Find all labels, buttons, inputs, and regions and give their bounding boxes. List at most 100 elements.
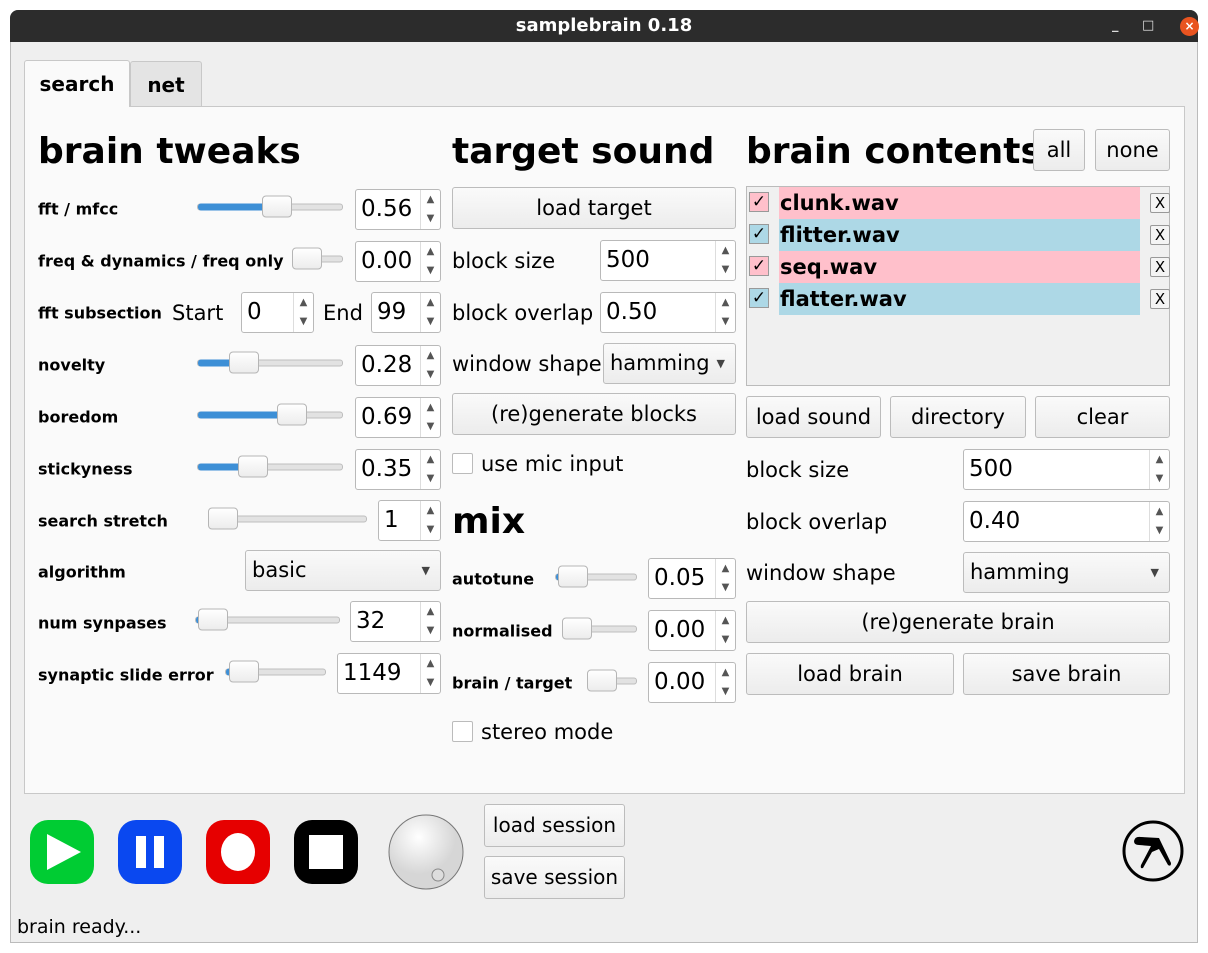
spin-arrows-icon[interactable]: ▲ ▼ — [420, 346, 440, 385]
remove-sample-button[interactable]: X — [1150, 193, 1170, 213]
spin-arrows-icon[interactable]: ▲ ▼ — [420, 654, 440, 693]
boredom-slider[interactable] — [197, 403, 343, 426]
slider-handle[interactable] — [587, 669, 617, 692]
sample-checkbox[interactable]: ✓ — [749, 192, 769, 212]
regenerate-blocks-button[interactable]: (re)generate blocks — [452, 393, 736, 435]
record-button[interactable] — [206, 820, 270, 884]
load-brain-button[interactable]: load brain — [746, 653, 954, 695]
stickyness-slider[interactable] — [197, 455, 343, 478]
brain-target-slider[interactable] — [587, 669, 637, 692]
slider-handle[interactable] — [261, 195, 292, 218]
slider-handle[interactable] — [208, 507, 238, 530]
select-none-button[interactable]: none — [1095, 129, 1170, 171]
slider-handle[interactable] — [292, 247, 322, 270]
list-item[interactable]: ✓ clunk.wav X — [747, 187, 1171, 219]
boredom-spinbox[interactable]: 0.69 ▲ ▼ — [355, 397, 441, 438]
spin-arrows-icon[interactable]: ▲ ▼ — [420, 398, 440, 437]
list-item[interactable]: ✓ seq.wav X — [747, 251, 1171, 283]
remove-sample-button[interactable]: X — [1150, 289, 1170, 309]
save-session-button[interactable]: save session — [484, 856, 625, 899]
fft-mfcc-slider[interactable] — [197, 195, 343, 218]
maximize-button[interactable]: □ — [1142, 18, 1155, 33]
brain-block-overlap-spinbox[interactable]: 0.40 ▲ ▼ — [963, 501, 1170, 542]
brain-window-shape-dropdown[interactable]: hamming ▼ — [963, 552, 1170, 593]
status-bar-text: brain ready... — [17, 916, 142, 938]
target-window-shape-dropdown[interactable]: hamming ▼ — [603, 343, 736, 384]
remove-sample-button[interactable]: X — [1150, 257, 1170, 277]
fft-start-spinbox[interactable]: 0 ▲ ▼ — [241, 292, 314, 333]
load-session-button[interactable]: load session — [484, 804, 625, 847]
load-sound-button[interactable]: load sound — [746, 396, 881, 438]
slider-handle[interactable] — [237, 455, 268, 478]
spin-arrows-icon[interactable]: ▲ ▼ — [420, 501, 440, 540]
search-stretch-slider[interactable] — [208, 507, 367, 530]
pause-button[interactable] — [118, 820, 182, 884]
num-synapses-spinbox[interactable]: 32 ▲ ▼ — [350, 601, 441, 642]
spin-arrows-icon[interactable]: ▲ ▼ — [420, 602, 440, 641]
brain-target-spinbox[interactable]: 0.00 ▲ ▼ — [648, 662, 736, 703]
spin-arrows-icon[interactable]: ▲ ▼ — [715, 559, 735, 598]
clear-button[interactable]: clear — [1035, 396, 1170, 438]
novelty-slider[interactable] — [197, 351, 343, 374]
slider-handle[interactable] — [277, 403, 308, 426]
freq-dynamics-spinbox[interactable]: 0.00 ▲ ▼ — [355, 241, 441, 282]
use-mic-checkbox[interactable] — [452, 453, 473, 474]
sample-checkbox[interactable]: ✓ — [749, 288, 769, 308]
num-synapses-slider[interactable] — [195, 608, 340, 631]
play-button[interactable] — [30, 820, 94, 884]
search-stretch-spinbox[interactable]: 1 ▲ ▼ — [378, 500, 441, 541]
spin-arrows-icon[interactable]: ▲ ▼ — [1149, 450, 1169, 489]
spin-value: 0.05 — [654, 565, 706, 591]
autotune-slider[interactable] — [555, 565, 637, 588]
slider-handle[interactable] — [198, 608, 229, 631]
list-item[interactable]: ✓ flatter.wav X — [747, 283, 1171, 315]
spin-arrows-icon[interactable]: ▲ ▼ — [715, 293, 735, 332]
autotune-spinbox[interactable]: 0.05 ▲ ▼ — [648, 558, 736, 599]
spin-arrows-icon[interactable]: ▲ ▼ — [715, 663, 735, 702]
select-all-button[interactable]: all — [1033, 129, 1085, 171]
load-target-button[interactable]: load target — [452, 187, 736, 229]
spin-arrows-icon[interactable]: ▲ ▼ — [715, 241, 735, 280]
directory-button[interactable]: directory — [890, 396, 1026, 438]
spin-arrows-icon[interactable]: ▲ ▼ — [420, 293, 440, 332]
sample-checkbox[interactable]: ✓ — [749, 256, 769, 276]
algorithm-dropdown[interactable]: basic ▼ — [245, 550, 441, 591]
novelty-spinbox[interactable]: 0.28 ▲ ▼ — [355, 345, 441, 386]
sample-checkbox[interactable]: ✓ — [749, 224, 769, 244]
normalised-spinbox[interactable]: 0.00 ▲ ▼ — [648, 610, 736, 651]
target-block-size-spinbox[interactable]: 500 ▲ ▼ — [600, 240, 736, 281]
fft-end-spinbox[interactable]: 99 ▲ ▼ — [371, 292, 441, 333]
save-brain-button[interactable]: save brain — [963, 653, 1170, 695]
fft-mfcc-spinbox[interactable]: 0.56 ▲ ▼ — [355, 189, 441, 230]
slider-handle[interactable] — [557, 565, 588, 588]
close-button[interactable]: × — [1180, 17, 1199, 36]
brain-block-overlap-label: block overlap — [746, 510, 888, 534]
spin-arrows-icon[interactable]: ▲ ▼ — [715, 611, 735, 650]
tab-search[interactable]: search — [24, 60, 130, 107]
stickyness-spinbox[interactable]: 0.35 ▲ ▼ — [355, 449, 441, 490]
stereo-mode-checkbox[interactable] — [452, 721, 473, 742]
slider-handle[interactable] — [228, 660, 259, 683]
spin-arrows-icon[interactable]: ▲ ▼ — [293, 293, 313, 332]
spin-arrows-icon[interactable]: ▲ ▼ — [420, 190, 440, 229]
synaptic-slide-error-slider[interactable] — [225, 660, 326, 683]
minimize-button[interactable]: _ — [1112, 18, 1119, 33]
spin-arrows-icon[interactable]: ▲ ▼ — [420, 450, 440, 489]
slider-handle[interactable] — [562, 617, 592, 640]
spin-arrows-icon[interactable]: ▲ ▼ — [420, 242, 440, 281]
sample-name: flatter.wav — [779, 283, 1140, 315]
normalised-slider[interactable] — [562, 617, 637, 640]
synaptic-slide-error-spinbox[interactable]: 1149 ▲ ▼ — [337, 653, 441, 694]
target-window-shape-label: window shape — [452, 352, 602, 376]
spin-arrows-icon[interactable]: ▲ ▼ — [1149, 502, 1169, 541]
regenerate-brain-button[interactable]: (re)generate brain — [746, 601, 1170, 643]
freq-dynamics-slider[interactable] — [292, 247, 343, 270]
slider-handle[interactable] — [229, 351, 260, 374]
brain-block-size-spinbox[interactable]: 500 ▲ ▼ — [963, 449, 1170, 490]
stop-button[interactable] — [294, 820, 358, 884]
remove-sample-button[interactable]: X — [1150, 225, 1170, 245]
volume-knob[interactable] — [388, 813, 464, 891]
tab-net[interactable]: net — [130, 61, 202, 106]
list-item[interactable]: ✓ flitter.wav X — [747, 219, 1171, 251]
target-block-overlap-spinbox[interactable]: 0.50 ▲ ▼ — [600, 292, 736, 333]
